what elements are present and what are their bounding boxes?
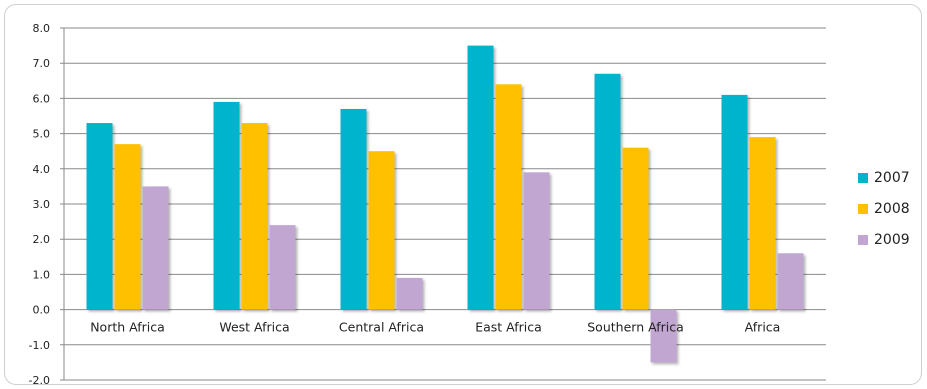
y-tick-label: -2.0 [29,374,50,387]
bar-group [86,45,804,363]
bar-2007-west-africa [213,101,240,310]
bar-2008-africa [749,137,776,310]
bar-2009-africa [777,253,804,310]
legend-label-2007: 2007 [874,169,910,186]
x-axis-category-labels: North Africa West Africa Central Africa Eas… [90,320,780,335]
legend-label-2008: 2008 [874,200,910,217]
bar-2007-north-africa [86,123,113,310]
y-tick-label: 3.0 [33,198,51,211]
x-category-label: West Africa [219,320,289,335]
x-category-label: North Africa [90,320,165,335]
bar-2008-southern-africa [622,147,649,310]
bar-2008-east-africa [495,84,522,310]
x-category-label: Southern Africa [587,320,683,335]
y-tick-label: 1.0 [33,268,51,281]
x-category-label: Central Africa [339,320,424,335]
y-tick-label: 2.0 [33,233,51,246]
y-tick-label: 4.0 [33,163,51,176]
legend: 2007 2008 2009 [858,162,910,255]
legend-item-2007: 2007 [858,162,910,193]
y-tick-label: 5.0 [33,128,51,141]
y-tick-label: 0.0 [33,304,51,317]
bar-2008-central-africa [368,151,395,310]
bar-2009-central-africa [396,277,423,310]
y-tick-label: 6.0 [33,92,51,105]
bar-2007-east-africa [467,45,494,310]
bar-2009-north-africa [142,186,169,310]
bar-2008-west-africa [241,123,268,310]
bar-2007-southern-africa [594,73,621,310]
y-tick-label: 7.0 [33,57,51,70]
legend-swatch-2008 [858,203,868,214]
bar-2009-east-africa [523,172,550,310]
gridlines [60,27,826,381]
y-tick-label: 8.0 [33,22,51,35]
bar-2007-africa [721,94,748,310]
y-axis-tick-labels: -2.0 -1.0 0.0 1.0 2.0 3.0 4.0 5.0 6.0 7.0 8.0 [29,22,50,387]
legend-swatch-2009 [858,234,868,245]
y-tick-label: -1.0 [29,339,50,352]
bar-2009-west-africa [269,225,296,310]
legend-item-2008: 2008 [858,193,910,224]
legend-label-2009: 2009 [874,231,910,248]
bar-2009-southern-africa [650,309,677,363]
legend-swatch-2007 [858,172,868,183]
x-category-label: East Africa [475,320,542,335]
legend-item-2009: 2009 [858,224,910,255]
x-category-label: Africa [745,320,781,335]
bar-2008-north-africa [114,144,141,310]
bar-2007-central-africa [340,108,367,310]
